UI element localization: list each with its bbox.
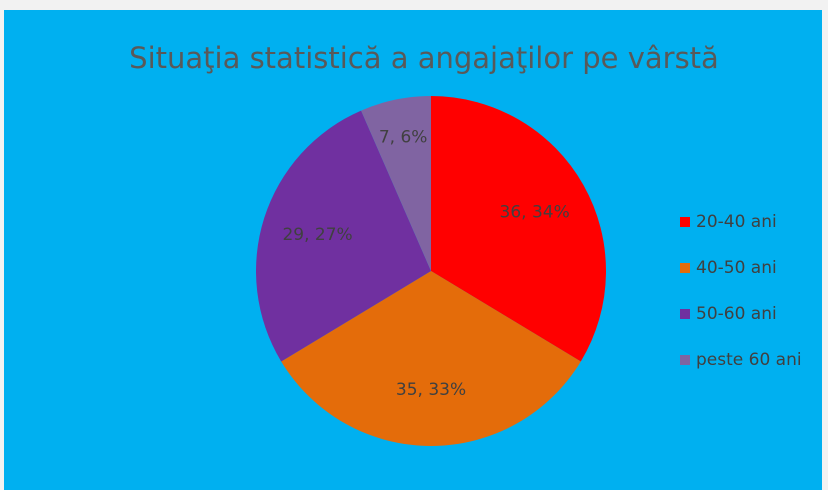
legend-swatch	[680, 217, 690, 227]
legend-label: 40-50 ani	[696, 258, 777, 278]
legend-swatch	[680, 309, 690, 319]
legend-label: 50-60 ani	[696, 304, 777, 324]
data-label: 7, 6%	[379, 127, 428, 147]
pie-slice	[361, 96, 431, 271]
chart-title: Situaţia statistică a angajaţilor pe vâr…	[129, 41, 719, 75]
legend-label: peste 60 ani	[696, 350, 802, 370]
pie-slice	[281, 271, 581, 447]
legend-label: 20-40 ani	[696, 212, 777, 232]
legend-swatch	[680, 263, 690, 273]
pie-slice	[256, 110, 431, 362]
pie-slice	[431, 96, 607, 362]
legend-swatch	[680, 355, 690, 365]
data-label: 36, 34%	[500, 203, 570, 223]
data-label: 29, 27%	[282, 225, 352, 245]
data-label: 35, 33%	[396, 380, 466, 400]
